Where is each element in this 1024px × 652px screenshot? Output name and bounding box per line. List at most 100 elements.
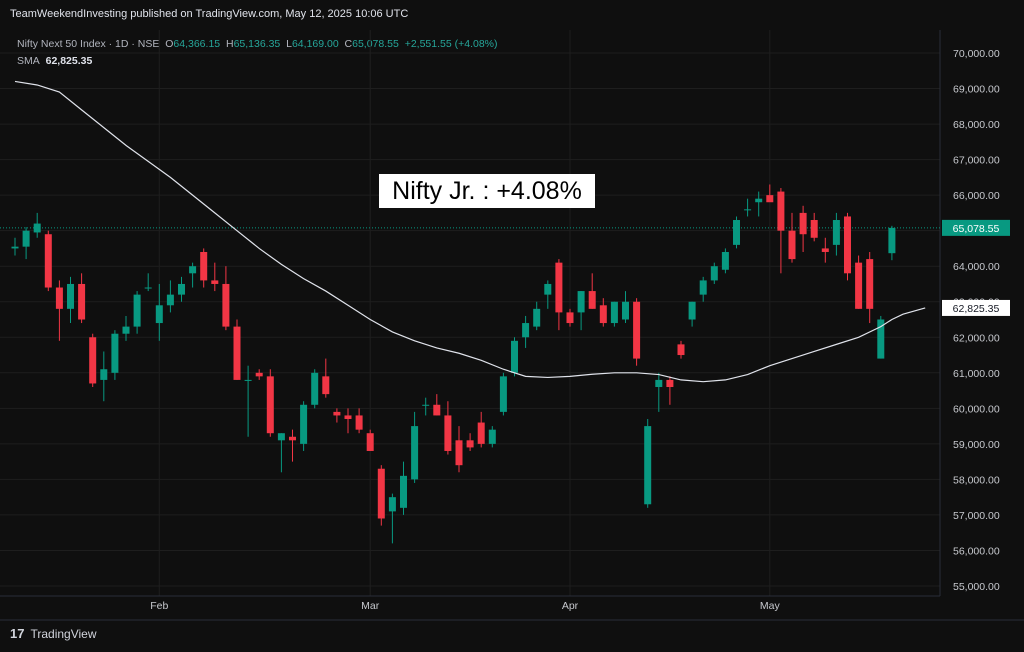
y-tick-label: 64,000.00	[953, 261, 1000, 273]
candle-body	[544, 283, 552, 295]
candle-body	[799, 212, 807, 235]
candle-body	[244, 379, 252, 381]
y-tick-label: 58,000.00	[953, 474, 1000, 486]
sma-row[interactable]: SMA 62,825.35	[17, 53, 498, 70]
candle-body	[655, 379, 663, 388]
candle-body	[555, 262, 563, 313]
candle-body	[311, 372, 319, 405]
candle-body	[755, 198, 763, 203]
candle-body	[22, 230, 30, 247]
candle-body	[133, 294, 141, 327]
sma-value: 62,825.35	[45, 55, 93, 67]
y-tick-label: 66,000.00	[953, 190, 1000, 202]
y-tick-label: 67,000.00	[953, 155, 1000, 167]
y-tick-label: 68,000.00	[953, 119, 1000, 131]
candle-body	[610, 301, 618, 324]
candle-body	[44, 234, 52, 288]
y-tick-label: 56,000.00	[953, 545, 1000, 557]
candle-body	[422, 404, 430, 406]
tradingview-brand[interactable]: 17 TradingView	[10, 626, 97, 641]
candle-body	[211, 280, 219, 284]
sma-line	[14, 80, 926, 383]
candle-body	[599, 305, 607, 324]
sma-value-label: 62,825.35	[953, 303, 1000, 315]
open-value: 64,366.15	[173, 38, 221, 50]
y-tick-label: 62,000.00	[953, 332, 1000, 344]
candle-body	[511, 340, 518, 373]
brand-label: TradingView	[30, 626, 97, 641]
candle-body	[277, 433, 285, 441]
candle-body	[89, 337, 97, 384]
y-tick-label: 69,000.00	[953, 84, 1000, 96]
candle-body	[855, 262, 863, 309]
candle-body	[866, 259, 874, 309]
symbol-label[interactable]: Nifty Next 50 Index · 1D · NSE	[17, 38, 160, 50]
candle-body	[677, 344, 685, 356]
close-label: C	[344, 38, 353, 50]
sma-label: SMA	[17, 55, 40, 67]
ohlc-row: Nifty Next 50 Index · 1D · NSE O64,366.1…	[17, 36, 498, 53]
candle-body	[344, 415, 352, 419]
candle-body	[289, 436, 296, 441]
legend: Nifty Next 50 Index · 1D · NSE O64,366.1…	[17, 36, 498, 70]
candle-body	[411, 426, 419, 480]
candle-body	[155, 305, 163, 324]
candle-body	[322, 376, 330, 395]
candle-body	[488, 429, 496, 444]
candle-body	[355, 415, 363, 430]
candle-body	[388, 497, 396, 512]
candle-body	[622, 301, 629, 320]
candle-body	[300, 404, 308, 444]
candle-body	[877, 319, 885, 359]
candle-body	[200, 251, 208, 281]
candle-body	[444, 415, 452, 451]
x-tick-label: Feb	[150, 600, 168, 612]
candle-body	[566, 312, 574, 324]
y-tick-label: 59,000.00	[953, 439, 1000, 451]
candle-body	[466, 440, 474, 448]
candle-body	[788, 230, 796, 260]
change-value: +2,551.55 (+4.08%)	[404, 38, 498, 50]
tradingview-logo-icon: 17	[10, 626, 25, 641]
candle-body	[888, 227, 896, 254]
candle-body	[721, 251, 729, 270]
candle-body	[78, 283, 86, 320]
candle-body	[588, 291, 596, 309]
high-label: H	[225, 38, 234, 50]
low-value: 64,169.00	[291, 38, 339, 50]
candle-body	[178, 283, 185, 295]
candle-body	[377, 468, 385, 519]
candle-body	[710, 266, 718, 281]
y-tick-label: 61,000.00	[953, 368, 1000, 380]
y-tick-label: 57,000.00	[953, 510, 1000, 522]
candle-body	[499, 376, 507, 412]
candle-body	[666, 379, 674, 388]
y-tick-label: 55,000.00	[953, 581, 1000, 593]
candle-body	[222, 283, 230, 327]
candle-body	[777, 191, 785, 231]
x-tick-label: Apr	[562, 600, 579, 612]
open-label: O	[165, 38, 174, 50]
close-value: 65,078.55	[352, 38, 399, 50]
candle-body	[266, 376, 274, 434]
candle-body	[233, 326, 241, 380]
candle-body	[533, 308, 541, 327]
candle-body	[67, 283, 74, 309]
candle-body	[33, 223, 41, 233]
candle-body	[366, 433, 374, 451]
candle-body	[644, 426, 652, 505]
candle-body	[522, 323, 530, 338]
high-value: 65,136.35	[233, 38, 281, 50]
candle-body	[166, 294, 174, 306]
x-tick-label: Mar	[361, 600, 380, 612]
candle-body	[11, 246, 19, 249]
candle-body	[144, 287, 152, 289]
candle-body	[122, 326, 130, 334]
candle-body	[100, 369, 108, 380]
candle-body	[821, 248, 829, 252]
publication-bar: TeamWeekendInvesting published on Tradin…	[10, 8, 409, 20]
candle-body	[111, 333, 119, 373]
candle-body	[810, 220, 818, 238]
last-price-label: 65,078.55	[953, 223, 1000, 235]
